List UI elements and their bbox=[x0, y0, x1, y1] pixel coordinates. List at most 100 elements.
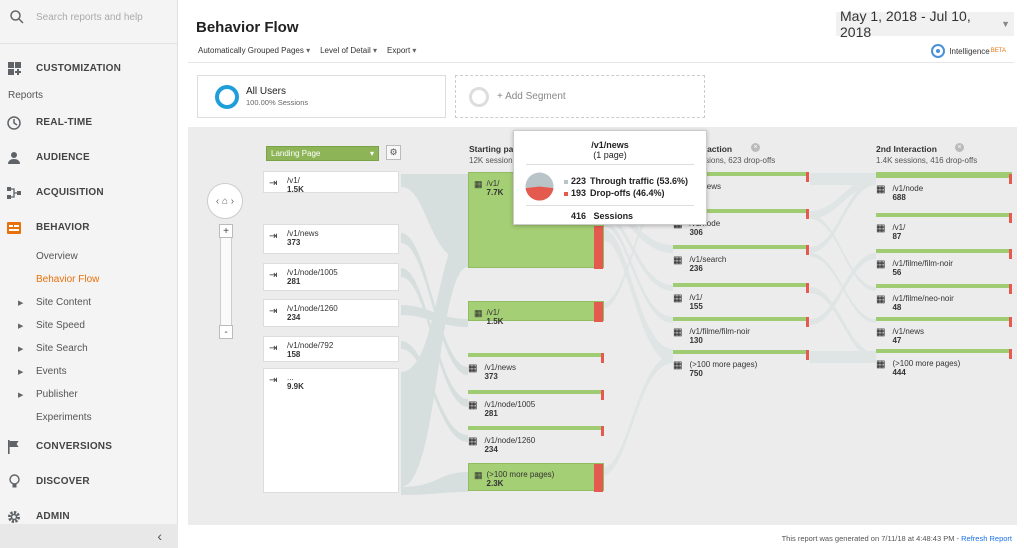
zoom-slider[interactable] bbox=[220, 227, 232, 339]
zoom-out-button[interactable]: - bbox=[219, 325, 233, 339]
date-range-picker[interactable]: May 1, 2018 - Jul 10, 2018 ▼ bbox=[836, 8, 1014, 40]
page-icon: ▦ bbox=[474, 470, 483, 480]
sidebar-sub-events[interactable]: ▶ Events bbox=[0, 360, 177, 383]
interaction-node[interactable]: ▦ /v1/filme/film-noir 130 bbox=[673, 317, 809, 345]
drop-off-bar bbox=[1009, 349, 1012, 359]
starting-node-value: 7.7K bbox=[486, 188, 504, 197]
drop-off-bar bbox=[806, 245, 809, 255]
sidebar-item-conversions[interactable]: CONVERSIONS bbox=[0, 429, 177, 464]
caret-right-icon: ▶ bbox=[18, 322, 24, 330]
sidebar-item-behavior[interactable]: BEHAVIOR bbox=[0, 210, 177, 245]
sidebar-item-audience[interactable]: AUDIENCE bbox=[0, 140, 177, 175]
refresh-report-link[interactable]: Refresh Report bbox=[961, 534, 1012, 543]
tooltip-count: (1 page) bbox=[593, 150, 627, 160]
minus-icon: - bbox=[224, 326, 228, 338]
sidebar-item-customization[interactable]: CUSTOMIZATION bbox=[0, 51, 177, 86]
interaction-node[interactable]: ▦ /v1/node 688 bbox=[876, 172, 1012, 202]
legend-dot bbox=[564, 179, 568, 184]
segment-all-users[interactable]: All Users 100.00% Sessions bbox=[197, 75, 446, 118]
landing-node[interactable]: ⇥ /v1/node/1005 281 bbox=[263, 263, 399, 291]
drop-off-slice bbox=[525, 186, 554, 201]
sidebar-sub-site-speed[interactable]: ▶ Site Speed bbox=[0, 314, 177, 337]
starting-node-name: /v1/news bbox=[484, 363, 517, 372]
interaction-node-name: /v1/filme/film-noir bbox=[892, 259, 953, 268]
flag-icon bbox=[7, 439, 21, 454]
node-tooltip: /v1/news (1 page) 223 Through traffic (53… bbox=[513, 130, 707, 225]
interaction-node-name: /v1/filme/neo-noir bbox=[892, 294, 954, 303]
add-segment-button[interactable]: + Add Segment bbox=[455, 75, 705, 118]
sidebar-item-discover[interactable]: DISCOVER bbox=[0, 464, 177, 499]
landing-page-dropdown[interactable]: Landing Page bbox=[266, 146, 379, 161]
drop-off-bar bbox=[806, 350, 809, 360]
chevron-left-icon: ‹ bbox=[157, 528, 162, 544]
sidebar-item-acquisition[interactable]: ACQUISITION bbox=[0, 175, 177, 210]
drop-off-bar bbox=[1009, 249, 1012, 259]
divider bbox=[526, 164, 694, 165]
sidebar-collapse-button[interactable]: ‹ bbox=[0, 524, 178, 548]
close-column-button[interactable]: × bbox=[751, 143, 760, 152]
landing-settings-button[interactable]: ⚙ bbox=[386, 145, 401, 160]
starting-node[interactable]: ▦ /v1/node/1005 281 bbox=[468, 390, 604, 418]
sidebar-sub-experiments[interactable]: Experiments bbox=[0, 406, 177, 429]
entry-arrow-icon: ⇥ bbox=[269, 178, 278, 189]
starting-node[interactable]: ▦/v1/1.5K bbox=[468, 301, 604, 326]
sidebar-sub-site-content[interactable]: ▶ Site Content bbox=[0, 291, 177, 314]
sidebar: CUSTOMIZATION Reports REAL-TIME AUDIENCE… bbox=[0, 0, 178, 548]
divider bbox=[188, 62, 1014, 63]
sidebar-sub-overview[interactable]: Overview bbox=[0, 245, 177, 268]
sidebar-sub-site-search[interactable]: ▶ Site Search bbox=[0, 337, 177, 360]
sidebar-sub-behavior-flow[interactable]: Behavior Flow bbox=[0, 268, 177, 291]
landing-node[interactable]: ⇥ /v1/node/1260 234 bbox=[263, 299, 399, 327]
export-dropdown[interactable]: Export bbox=[387, 46, 416, 55]
generated-text: This report was generated on 7/11/18 at … bbox=[781, 534, 962, 543]
drop-off-bar bbox=[1009, 317, 1012, 327]
second-interaction-header: 2nd Interaction bbox=[876, 144, 937, 154]
drop-off-bar bbox=[806, 317, 809, 327]
drop-off-bar bbox=[601, 426, 604, 436]
sidebar-sub-publisher[interactable]: ▶ Publisher bbox=[0, 383, 177, 406]
interaction-node[interactable]: ▦ (>100 more pages) 444 bbox=[876, 349, 1012, 377]
interaction-node[interactable]: ▦ /v1/filme/neo-noir 48 bbox=[876, 284, 1012, 312]
landing-node[interactable]: ⇥ /v1/node/792 158 bbox=[263, 336, 399, 362]
zoom-in-button[interactable]: + bbox=[219, 224, 233, 238]
starting-node[interactable]: ▦ /v1/node/1260 234 bbox=[468, 426, 604, 454]
caret-right-icon: ▶ bbox=[18, 368, 24, 376]
interaction-node-value: 155 bbox=[689, 302, 703, 311]
drop-off-bar bbox=[601, 390, 604, 400]
interaction-node[interactable]: ▦ /v1/news 47 bbox=[876, 317, 1012, 345]
intelligence-button[interactable]: Intelligence BETA bbox=[931, 44, 1006, 58]
interaction-node[interactable]: ▦ /v1/filme/film-noir 56 bbox=[876, 249, 1012, 277]
page-icon: ▦ bbox=[673, 327, 683, 338]
grouped-pages-dropdown[interactable]: Automatically Grouped Pages bbox=[198, 46, 310, 55]
pan-home-button[interactable]: ‹ ⌂ › bbox=[207, 183, 243, 219]
interaction-node-value: 306 bbox=[689, 228, 703, 237]
interaction-node[interactable]: ▦ /v1/87 bbox=[876, 213, 1012, 241]
starting-node[interactable]: ▦ /v1/news 373 bbox=[468, 353, 604, 381]
starting-node-value: 234 bbox=[484, 445, 498, 454]
close-column-button[interactable]: × bbox=[955, 143, 964, 152]
search-icon bbox=[10, 10, 24, 24]
landing-node[interactable]: ⇥ /v1/ 1.5K bbox=[263, 171, 399, 194]
landing-node-value: 1.5K bbox=[287, 185, 304, 194]
landing-node[interactable]: ⇥ /v1/news 373 bbox=[263, 224, 399, 254]
landing-node[interactable]: ⇥ ... 9.9K bbox=[263, 368, 399, 493]
interaction-node[interactable]: ▦ /v1/search 236 bbox=[673, 245, 809, 273]
add-segment-label: + Add Segment bbox=[497, 91, 566, 102]
beta-badge: BETA bbox=[990, 48, 1006, 54]
through-label: Through traffic (53.6%) bbox=[590, 176, 689, 186]
main-content: Behavior Flow May 1, 2018 - Jul 10, 2018… bbox=[178, 0, 1024, 548]
sidebar-item-admin[interactable]: ADMIN bbox=[0, 499, 177, 534]
search-input[interactable] bbox=[36, 11, 166, 23]
traffic-pie-chart bbox=[525, 172, 554, 201]
starting-node[interactable]: ▦ (>100 more pages) 2.3K bbox=[468, 463, 604, 492]
sidebar-sub-label: Experiments bbox=[36, 412, 92, 423]
acquisition-icon bbox=[7, 186, 21, 200]
first-interaction-sub: 2.1K sessions, 623 drop-offs bbox=[674, 156, 776, 165]
total-sessions: 416 Sessions bbox=[571, 211, 633, 221]
interaction-node[interactable]: ▦ (>100 more pages) 750 bbox=[673, 350, 809, 378]
interaction-node[interactable]: ▦ /v1/155 bbox=[673, 283, 809, 311]
sidebar-item-realtime[interactable]: REAL-TIME bbox=[0, 105, 177, 140]
sidebar-item-label: CONVERSIONS bbox=[36, 441, 113, 452]
sidebar-item-label: ADMIN bbox=[36, 511, 70, 522]
level-of-detail-dropdown[interactable]: Level of Detail bbox=[320, 46, 377, 55]
